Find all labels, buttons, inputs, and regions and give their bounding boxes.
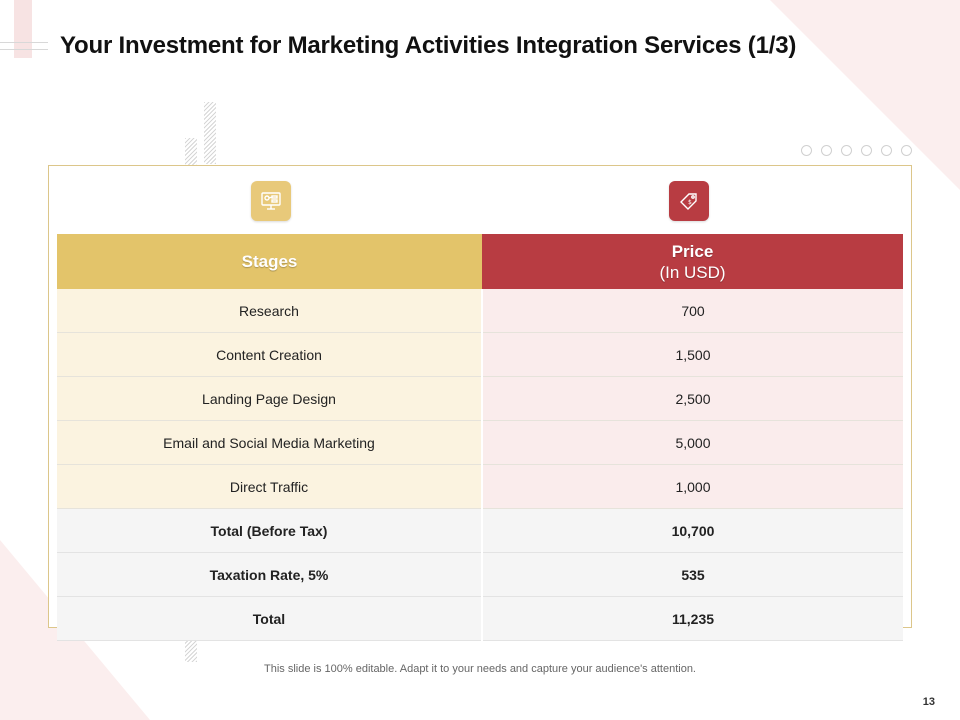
summary-label: Taxation Rate, 5% — [57, 552, 483, 597]
stage-cell: Direct Traffic — [57, 464, 483, 509]
summary-row-subtotal: Total (Before Tax) 10,700 — [57, 508, 903, 553]
decorative-hatch — [185, 138, 197, 166]
price-header: Price (In USD) — [482, 234, 903, 289]
price-header-label: Price — [671, 241, 714, 261]
decorative-lines — [0, 42, 48, 50]
footnote: This slide is 100% editable. Adapt it to… — [264, 663, 696, 675]
price-tag-icon: $ — [669, 181, 709, 221]
decorative-dot — [841, 145, 852, 156]
table-row: Direct Traffic 1,000 — [57, 464, 903, 509]
summary-row-total: Total 11,235 — [57, 596, 903, 641]
strategy-chart-icon — [251, 181, 291, 221]
stages-header: Stages — [57, 234, 482, 289]
decorative-dot — [801, 145, 812, 156]
stage-cell: Landing Page Design — [57, 376, 483, 421]
decorative-bar — [14, 0, 32, 58]
stage-cell: Email and Social Media Marketing — [57, 420, 483, 465]
table-header-row: Stages Price (In USD) — [57, 234, 903, 289]
price-cell: 700 — [482, 289, 903, 333]
summary-value: 535 — [482, 552, 903, 597]
summary-row-tax: Taxation Rate, 5% 535 — [57, 552, 903, 597]
decorative-dot — [881, 145, 892, 156]
table-row: Email and Social Media Marketing 5,000 — [57, 420, 903, 465]
table-row: Landing Page Design 2,500 — [57, 376, 903, 421]
background-triangle-top-right — [770, 0, 960, 190]
price-cell: 2,500 — [482, 376, 903, 421]
slide-title: Your Investment for Marketing Activities… — [60, 32, 797, 59]
summary-label: Total — [57, 596, 483, 641]
price-table: Stages Price (In USD) Research 700 Conte… — [57, 234, 903, 641]
summary-label: Total (Before Tax) — [57, 508, 483, 553]
summary-value: 11,235 — [482, 596, 903, 641]
decorative-hatch — [204, 102, 216, 164]
stage-cell: Research — [57, 289, 483, 333]
table-row: Research 700 — [57, 289, 903, 333]
price-cell: 1,000 — [482, 464, 903, 509]
stage-cell: Content Creation — [57, 332, 483, 377]
price-cell: 1,500 — [482, 332, 903, 377]
decorative-dot — [901, 145, 912, 156]
decorative-dot — [861, 145, 872, 156]
price-header-unit: (In USD) — [659, 262, 726, 282]
svg-text:$: $ — [688, 199, 692, 206]
decorative-dots — [801, 145, 912, 156]
decorative-dot — [821, 145, 832, 156]
page-number: 13 — [922, 696, 935, 708]
summary-value: 10,700 — [482, 508, 903, 553]
price-cell: 5,000 — [482, 420, 903, 465]
table-row: Content Creation 1,500 — [57, 332, 903, 377]
